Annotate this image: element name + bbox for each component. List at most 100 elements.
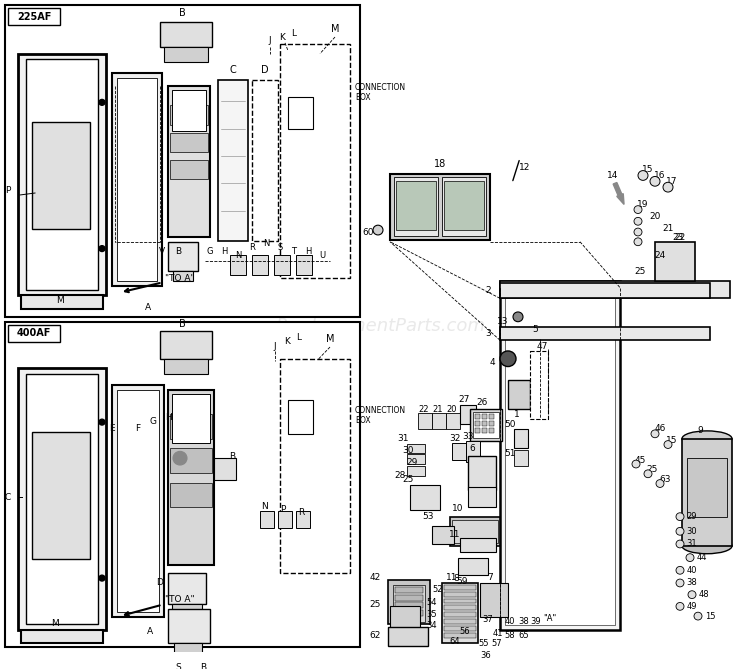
Bar: [407, 444, 425, 454]
Text: CONNECTION
BOX: CONNECTION BOX: [355, 83, 407, 102]
Bar: [460, 405, 476, 424]
Bar: [470, 409, 502, 441]
Bar: [444, 612, 476, 617]
Bar: [444, 633, 476, 638]
Bar: [8, 8, 60, 25]
Circle shape: [676, 512, 684, 520]
Bar: [442, 583, 478, 644]
Circle shape: [676, 540, 684, 548]
Bar: [288, 98, 313, 128]
Text: C: C: [4, 492, 11, 502]
Text: 38: 38: [687, 579, 698, 587]
Circle shape: [688, 591, 696, 599]
Text: 31: 31: [398, 434, 409, 443]
Bar: [444, 585, 476, 590]
Circle shape: [694, 612, 702, 620]
Text: J: J: [268, 36, 272, 45]
Text: 20: 20: [447, 405, 458, 414]
Circle shape: [632, 460, 640, 468]
Text: 225AF: 225AF: [16, 11, 51, 21]
Bar: [252, 80, 278, 241]
Text: 25: 25: [646, 466, 658, 474]
Bar: [218, 80, 248, 241]
Circle shape: [638, 171, 648, 181]
Text: 62: 62: [369, 631, 381, 640]
Text: 9: 9: [698, 426, 703, 436]
Text: 58: 58: [505, 631, 515, 640]
Bar: [452, 520, 498, 543]
Text: B: B: [178, 318, 185, 328]
Bar: [160, 331, 212, 359]
Bar: [489, 414, 494, 419]
Text: 59: 59: [456, 577, 468, 585]
Text: 25: 25: [634, 266, 646, 276]
Bar: [473, 412, 499, 438]
Text: N: N: [262, 240, 269, 248]
Text: 11: 11: [449, 530, 460, 539]
Text: 3: 3: [485, 329, 490, 338]
Bar: [214, 458, 236, 480]
Text: J: J: [274, 342, 276, 351]
Bar: [452, 443, 466, 460]
Bar: [8, 324, 60, 342]
Circle shape: [634, 228, 642, 236]
Circle shape: [99, 419, 105, 425]
Bar: [468, 456, 496, 490]
Bar: [444, 592, 476, 597]
Text: 15: 15: [642, 165, 654, 174]
Bar: [450, 516, 500, 546]
Bar: [466, 441, 480, 462]
Text: 14: 14: [608, 171, 619, 180]
Circle shape: [663, 182, 673, 192]
Bar: [168, 609, 210, 644]
Bar: [18, 54, 106, 296]
Text: 51: 51: [504, 449, 516, 458]
Text: 54: 54: [427, 598, 437, 607]
Text: "A": "A": [543, 613, 556, 623]
Bar: [172, 604, 202, 616]
Text: 44: 44: [697, 553, 707, 562]
Text: S: S: [175, 663, 181, 669]
Text: R: R: [298, 508, 304, 517]
Circle shape: [373, 225, 383, 235]
Text: F: F: [136, 424, 140, 434]
Bar: [687, 458, 727, 516]
Text: 65: 65: [519, 631, 530, 640]
Text: S: S: [278, 243, 283, 252]
Text: A: A: [147, 628, 153, 636]
Bar: [458, 558, 488, 575]
Bar: [18, 369, 106, 630]
Text: 400AF: 400AF: [16, 328, 51, 339]
Text: 18: 18: [433, 159, 446, 169]
Text: 28: 28: [394, 471, 406, 480]
Text: 21: 21: [662, 223, 674, 233]
Circle shape: [99, 246, 105, 252]
Bar: [395, 610, 423, 616]
Text: 13: 13: [497, 317, 508, 326]
Text: 33: 33: [462, 432, 474, 442]
Text: 22: 22: [674, 233, 686, 242]
Text: CONNECTION
BOX: CONNECTION BOX: [355, 405, 407, 425]
Text: B: B: [175, 247, 181, 256]
Bar: [500, 326, 710, 341]
Bar: [160, 23, 212, 47]
Text: M: M: [326, 334, 334, 345]
Text: 29: 29: [687, 512, 698, 521]
Text: 40: 40: [687, 566, 698, 575]
Circle shape: [676, 567, 684, 574]
Bar: [288, 399, 313, 434]
Text: M: M: [51, 619, 58, 628]
Text: G: G: [207, 247, 213, 256]
Bar: [164, 359, 208, 375]
Text: 12: 12: [519, 163, 531, 172]
Text: "TO A": "TO A": [125, 274, 195, 292]
Text: 38: 38: [519, 617, 530, 626]
Bar: [117, 78, 157, 281]
Bar: [170, 132, 208, 152]
Circle shape: [99, 100, 105, 105]
Bar: [173, 271, 193, 281]
Bar: [407, 454, 425, 464]
Bar: [168, 390, 214, 565]
Bar: [112, 385, 164, 617]
Bar: [393, 585, 425, 622]
